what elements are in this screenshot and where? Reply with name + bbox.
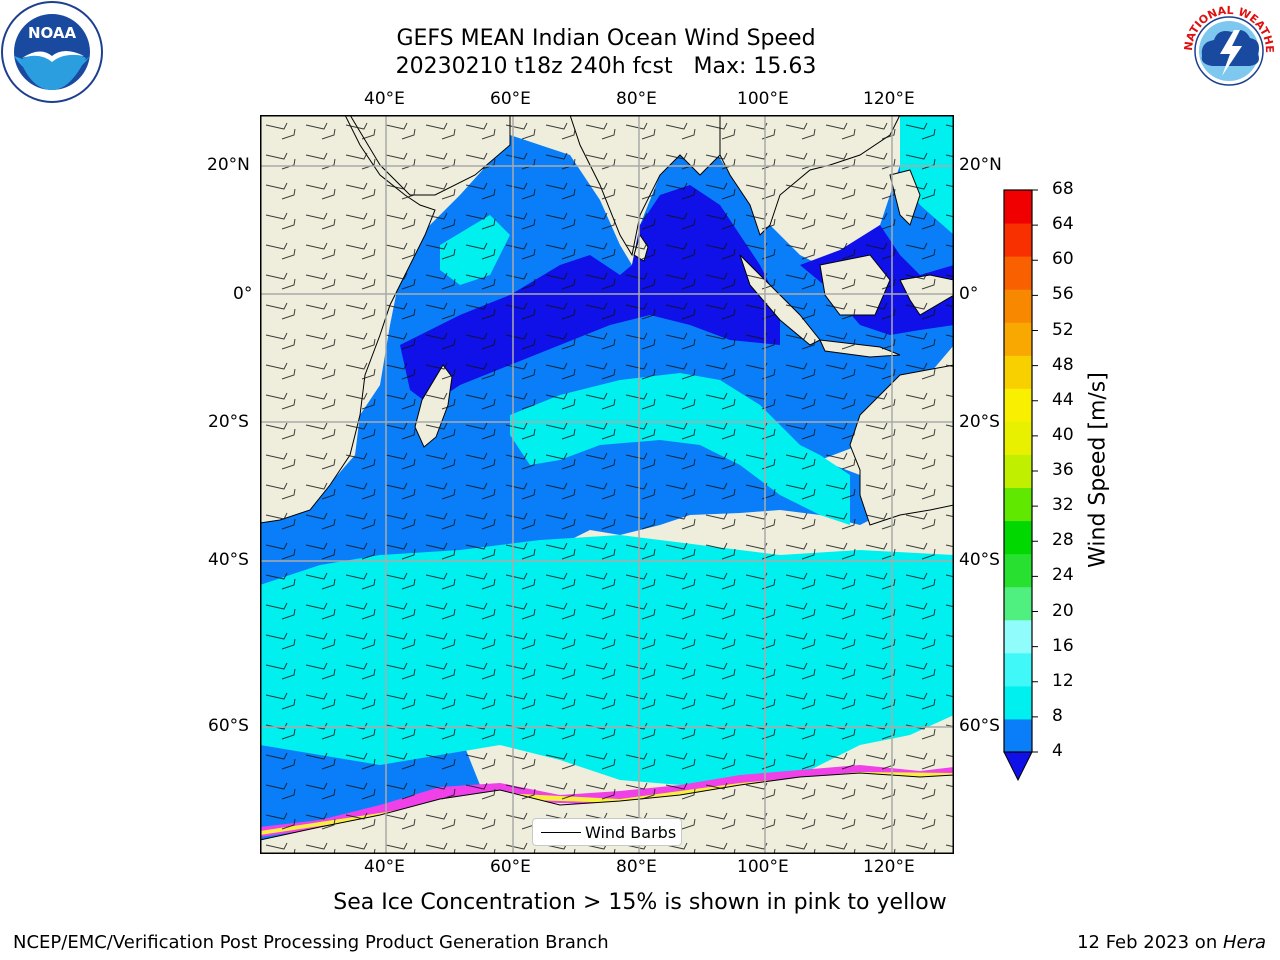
colorbar-segment bbox=[1004, 520, 1032, 555]
bottom-lon-label: 40°E bbox=[364, 857, 405, 877]
colorbar-tick-label: 20 bbox=[1052, 600, 1074, 621]
right-lat-label: 40°S bbox=[959, 550, 1000, 570]
colorbar-segment bbox=[1004, 553, 1032, 588]
noaa-logo-text: NOAA bbox=[28, 24, 77, 42]
top-lon-label: 120°E bbox=[863, 89, 915, 109]
footer-host: Hera bbox=[1222, 932, 1266, 953]
colorbar-tick-label: 64 bbox=[1052, 214, 1074, 235]
bottom-lon-label: 60°E bbox=[490, 857, 531, 877]
colorbar-tick-label: 40 bbox=[1052, 424, 1074, 445]
colorbar-tick-label: 68 bbox=[1052, 179, 1074, 199]
gridlines bbox=[260, 115, 954, 854]
colorbar-tick-label: 60 bbox=[1052, 249, 1074, 270]
colorbar-segment bbox=[1004, 718, 1032, 753]
right-lat-label: 0° bbox=[959, 284, 979, 304]
left-lat-label: 0° bbox=[233, 284, 253, 304]
colorbar-tick-label: 24 bbox=[1052, 565, 1074, 586]
colorbar-segment bbox=[1004, 487, 1032, 522]
colorbar-tick-label: 4 bbox=[1052, 741, 1063, 761]
left-lat-label: 60°S bbox=[208, 716, 249, 736]
noaa-logo-icon: NOAA bbox=[1, 1, 103, 103]
colorbar bbox=[1003, 189, 1038, 782]
colorbar-tick-label: 52 bbox=[1052, 319, 1074, 340]
colorbar-segment bbox=[1004, 190, 1032, 224]
colorbar-segment bbox=[1004, 454, 1032, 489]
sea-ice-note: Sea Ice Concentration > 15% is shown in … bbox=[333, 890, 947, 915]
right-lat-label: 60°S bbox=[959, 716, 1000, 736]
wind-barbs bbox=[260, 115, 954, 854]
colorbar-tick-label: 12 bbox=[1052, 670, 1074, 691]
colorbar-tick-label: 36 bbox=[1052, 460, 1074, 480]
top-lon-label: 60°E bbox=[490, 89, 531, 109]
legend-label: Wind Barbs bbox=[585, 823, 677, 842]
footer-date: 12 Feb 2023 on Hera bbox=[1077, 932, 1266, 953]
top-lon-label: 100°E bbox=[737, 89, 789, 109]
colorbar-segment bbox=[1004, 586, 1032, 621]
map-title-line1: GEFS MEAN Indian Ocean Wind Speed bbox=[396, 26, 816, 51]
colorbar-tick-label: 8 bbox=[1052, 705, 1063, 726]
colorbar-tick-label: 56 bbox=[1052, 284, 1074, 305]
footer-date-text: 12 Feb 2023 on bbox=[1077, 932, 1223, 953]
colorbar-tick-label: 48 bbox=[1052, 354, 1074, 375]
footer-credit: NCEP/EMC/Verification Post Processing Pr… bbox=[13, 932, 609, 953]
colorbar-segment bbox=[1004, 289, 1032, 323]
map-legend: Wind Barbs bbox=[532, 818, 682, 846]
left-lat-label: 40°S bbox=[208, 550, 249, 570]
colorbar-tick-label: 44 bbox=[1052, 389, 1074, 410]
colorbar-segment bbox=[1004, 355, 1032, 389]
colorbar-segment bbox=[1004, 652, 1032, 687]
top-lon-label: 80°E bbox=[616, 89, 657, 109]
colorbar-segment bbox=[1004, 322, 1032, 356]
bottom-lon-label: 100°E bbox=[737, 857, 789, 877]
colorbar-under-arrow bbox=[1003, 751, 1033, 782]
colorbar-segment bbox=[1004, 421, 1032, 455]
left-lat-label: 20°S bbox=[208, 412, 249, 432]
right-lat-label: 20°S bbox=[959, 412, 1000, 432]
right-lat-label: 20°N bbox=[959, 155, 1002, 175]
colorbar-tick-label: 32 bbox=[1052, 495, 1074, 516]
colorbar-tick-label: 28 bbox=[1052, 530, 1074, 551]
colorbar-segment bbox=[1004, 223, 1032, 257]
colorbar-tick-label: 16 bbox=[1052, 635, 1074, 656]
top-lon-label: 40°E bbox=[364, 89, 405, 109]
map-area bbox=[260, 115, 954, 854]
colorbar-segment bbox=[1004, 256, 1032, 290]
map-title-line2: 20230210 t18z 240h fcst Max: 15.63 bbox=[395, 54, 817, 79]
wind-barb-legend-icon bbox=[541, 832, 581, 833]
left-lat-label: 20°N bbox=[207, 155, 250, 175]
bottom-lon-label: 80°E bbox=[616, 857, 657, 877]
colorbar-segment bbox=[1004, 619, 1032, 654]
nws-logo-icon: NATIONAL WEATHER SERVICE bbox=[1178, 0, 1278, 100]
colorbar-segment bbox=[1004, 388, 1032, 422]
colorbar-label: Wind Speed [m/s] bbox=[1085, 372, 1111, 568]
map-frame bbox=[260, 115, 954, 854]
bottom-lon-label: 120°E bbox=[863, 857, 915, 877]
colorbar-segment bbox=[1004, 685, 1032, 720]
